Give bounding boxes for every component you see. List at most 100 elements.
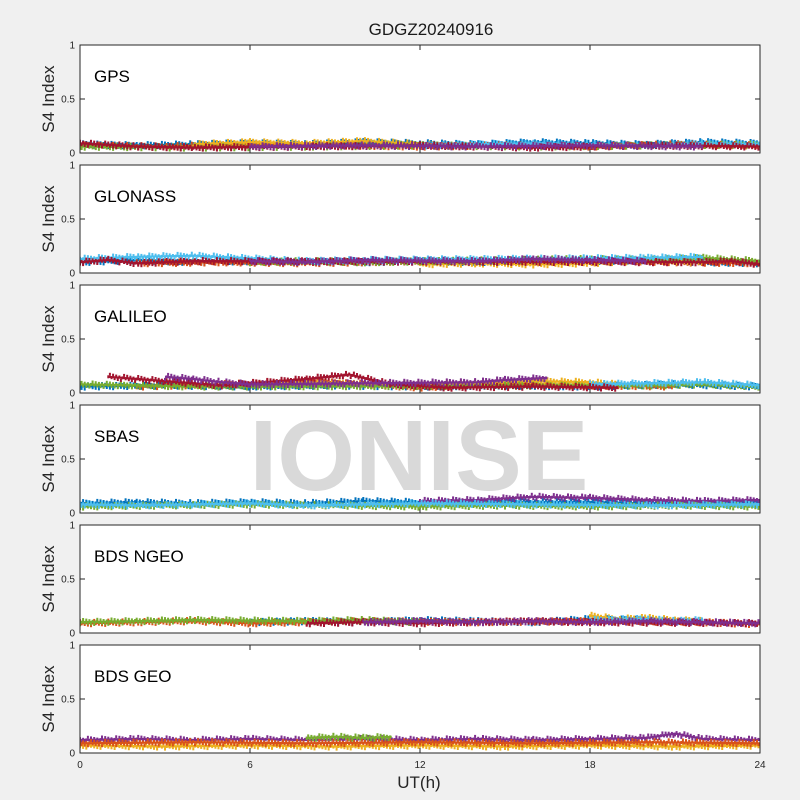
data-point [329,263,332,267]
data-point [345,138,347,142]
data-point [156,256,159,260]
data-point [252,146,255,150]
data-point [186,263,188,267]
data-point [595,144,598,147]
data-point [385,261,388,265]
data-point [499,141,502,145]
data-point [737,262,739,266]
data-point [579,141,582,144]
data-point [663,256,665,260]
data-point [346,141,349,145]
data-point [271,144,273,148]
data-point [444,256,447,259]
data-point [652,263,654,267]
data-point [164,260,166,264]
data-point [686,262,689,265]
data-point [302,144,305,148]
data-point [565,140,568,144]
data-point [716,140,719,144]
data-point [398,144,401,148]
data-point [121,255,124,259]
data-point [164,141,166,145]
data-point [515,147,517,151]
data-point [674,261,676,265]
data-point [83,254,86,258]
data-point [280,146,283,149]
data-point [363,143,366,147]
data-point [725,262,728,266]
data-point [190,262,193,266]
data-point [189,263,192,267]
data-point [255,259,258,263]
data-point [568,263,571,267]
data-point [535,262,538,266]
data-point [439,261,442,265]
data-point [146,259,149,263]
data-point [562,144,565,148]
data-point [437,144,440,148]
data-point [497,254,500,258]
data-point [337,261,340,265]
data-point [453,262,456,265]
data-point [470,140,473,144]
data-point [574,264,577,268]
data-point [642,261,645,265]
data-point [585,146,588,150]
data-point [593,256,596,259]
data-point [669,145,672,149]
data-point [633,146,636,150]
data-point [197,262,200,266]
data-point [696,142,698,146]
data-point [318,262,321,266]
data-point [330,146,333,150]
data-point [532,261,535,265]
data-point [670,139,673,143]
data-point [233,262,236,266]
data-point [546,265,549,269]
data-point [379,260,382,264]
data-point [604,261,607,265]
data-point [195,257,198,260]
data-point [352,257,355,260]
data-point [590,141,593,145]
data-point [412,145,415,149]
data-point [527,143,530,147]
data-point [582,254,585,258]
data-point [609,263,612,267]
data-point [294,261,297,265]
data-point [623,140,626,144]
data-point [245,260,248,264]
y-tick-label: 1 [69,161,75,172]
data-point [749,260,752,264]
data-point [743,261,746,265]
data-point [508,259,511,262]
data-point [533,145,536,149]
data-point [123,386,126,390]
data-point [318,141,321,145]
data-point [272,147,275,151]
data-point [142,143,144,147]
data-point [316,257,319,261]
data-point [480,143,483,147]
data-point [626,257,629,261]
data-point [304,141,307,145]
data-point [343,257,346,261]
data-point [537,263,540,267]
data-point [247,143,250,146]
data-point [658,258,661,262]
data-point [670,255,673,259]
data-point [419,146,421,150]
data-point [518,260,521,264]
data-point [496,264,499,268]
data-point [230,257,233,261]
data-point [489,263,492,267]
data-point [389,256,392,260]
data-point [118,141,121,145]
data-point [466,256,469,260]
data-point [622,146,625,150]
data-point [752,143,755,147]
data-point [156,146,159,150]
data-point [304,147,307,151]
data-point [190,141,193,145]
data-point [130,256,133,260]
